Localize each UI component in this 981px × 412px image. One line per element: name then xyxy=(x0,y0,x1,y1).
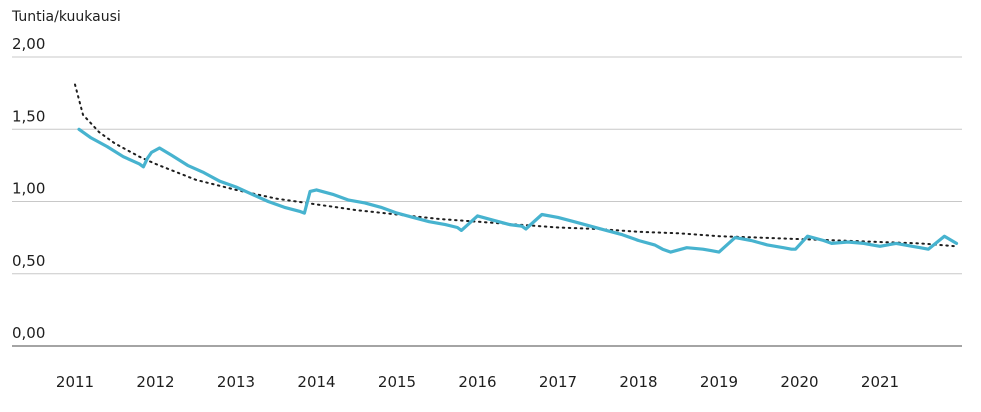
y-tick-label: 0,00 xyxy=(12,324,45,342)
x-tick-label: 2014 xyxy=(297,373,335,391)
x-tick-label: 2015 xyxy=(378,373,416,391)
y-tick-label: 1,50 xyxy=(12,107,45,125)
x-tick-label: 2019 xyxy=(700,373,738,391)
series-line xyxy=(77,127,959,254)
x-tick-label: 2013 xyxy=(217,373,255,391)
y-tick-label: 1,00 xyxy=(12,180,45,198)
x-tick-label: 2020 xyxy=(780,373,818,391)
y-tick-label: 0,50 xyxy=(12,252,45,270)
trendline-group xyxy=(74,83,958,248)
y-tick-label: 2,00 xyxy=(12,35,45,53)
x-tick-label: 2018 xyxy=(619,373,657,391)
y-tick-labels: 0,00 0,50 1,00 1,50 2,00 xyxy=(12,35,45,342)
x-tick-label: 2017 xyxy=(539,373,577,391)
gridlines xyxy=(12,56,962,347)
x-tick-labels: 2011 2012 2013 2014 2015 2016 2017 2018 2019 2020… xyxy=(56,373,899,391)
x-tick-label: 2016 xyxy=(458,373,496,391)
y-axis-label: Tuntia/kuukausi xyxy=(11,9,121,25)
x-tick-label: 2011 xyxy=(56,373,94,391)
x-tick-label: 2012 xyxy=(136,373,174,391)
series-group xyxy=(77,127,959,254)
x-tick-label: 2021 xyxy=(861,373,899,391)
trendline xyxy=(74,83,958,248)
